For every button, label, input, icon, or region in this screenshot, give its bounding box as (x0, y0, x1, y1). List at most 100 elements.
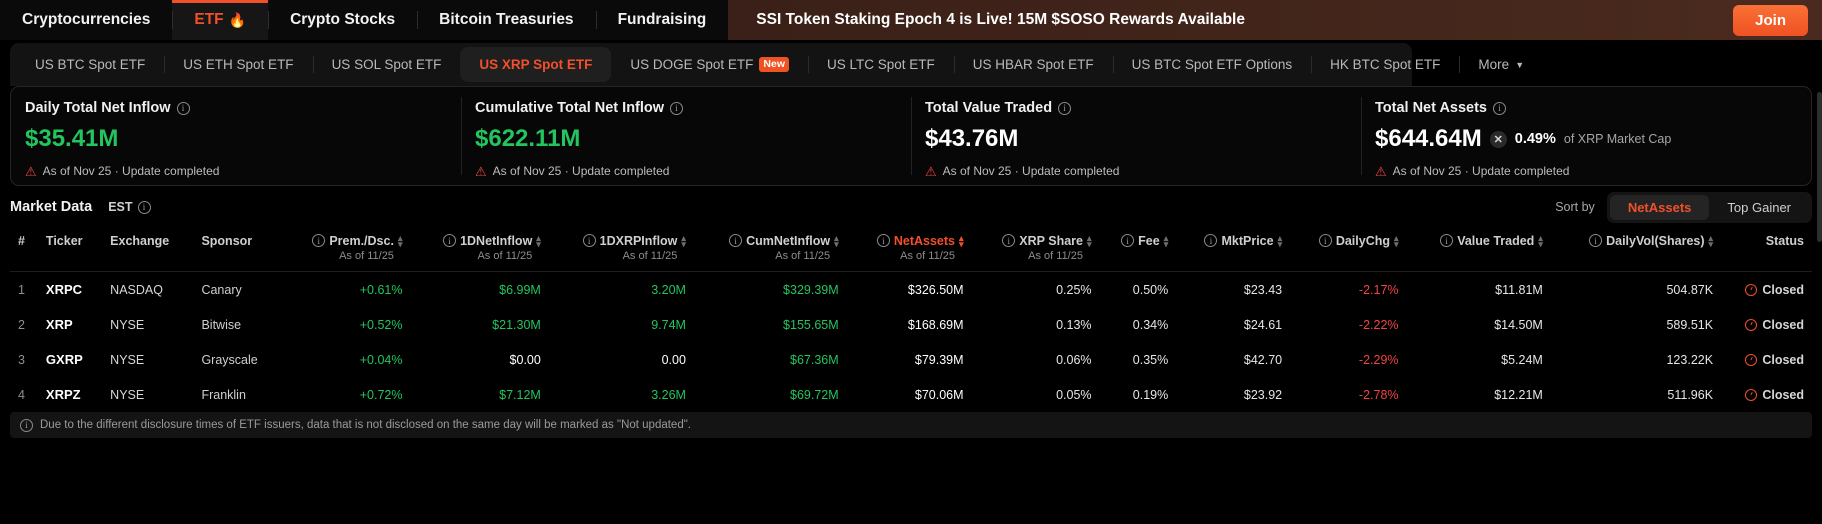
column-header-label: CumNetInflow (746, 234, 831, 248)
vertical-scrollbar[interactable] (1817, 92, 1822, 392)
subtab-us-eth-spot-etf[interactable]: US ETH Spot ETF (164, 43, 312, 86)
info-icon[interactable]: i (1493, 101, 1506, 115)
column-header-label-group: 1DNetInflow As of 11/25 (460, 234, 532, 263)
column-header-label-group: Status (1766, 234, 1804, 250)
subtab-us-btc-spot-etf-options[interactable]: US BTC Spot ETF Options (1112, 43, 1312, 86)
cell-ticker: XRP (38, 307, 102, 342)
status-badge: Closed (1729, 353, 1804, 367)
nav-item-cryptocurrencies[interactable]: Cryptocurrencies (0, 0, 172, 40)
info-icon[interactable]: i (1204, 234, 1218, 247)
sort-arrows-icon[interactable]: ▴ ▾ (681, 233, 686, 249)
cell-netinflow1d: $0.00 (410, 342, 548, 377)
column-header-xrpinflow1d[interactable]: i 1DXRPInflow As of 11/25 ▴ ▾ (548, 228, 694, 273)
column-header-xrpshare[interactable]: i XRP Share As of 11/25 ▴ ▾ (971, 228, 1100, 273)
info-icon[interactable]: i (137, 200, 151, 214)
nav-item-label: ETF (194, 11, 224, 28)
column-header-inner: Exchange (110, 234, 185, 250)
table-row[interactable]: 1 XRPC NASDAQ Canary +0.61% $6.99M 3.20M $329.3… (10, 272, 1812, 308)
column-header-valuetraded[interactable]: i Value Traded ▴ ▾ (1406, 228, 1551, 273)
cell-exchange: NYSE (102, 342, 193, 377)
subtab-us-ltc-spot-etf[interactable]: US LTC Spot ETF (808, 43, 954, 86)
nav-item-etf[interactable]: ETF 🔥 (172, 0, 269, 40)
info-icon[interactable]: i (729, 234, 743, 247)
cell-value-fee: 0.50% (1132, 282, 1169, 297)
info-icon[interactable]: i (443, 234, 457, 247)
cell-valuetraded: $14.50M (1407, 307, 1551, 342)
subtab-label: US ETH Spot ETF (183, 57, 294, 72)
info-icon[interactable]: i (670, 101, 684, 115)
cell-xrpinflow1d: 3.26M (549, 377, 694, 412)
stat-card-title: Total Net Assets i (1375, 100, 1811, 116)
subtab-us-hbar-spot-etf[interactable]: US HBAR Spot ETF (953, 43, 1113, 86)
subtab-label: More (1478, 57, 1510, 72)
cell-status: Closed (1721, 307, 1812, 342)
sort-arrows-icon[interactable]: ▴ ▾ (1277, 233, 1283, 249)
info-icon[interactable]: i (1440, 234, 1454, 247)
status-badge: Closed (1729, 318, 1804, 332)
subtab-us-xrp-spot-etf[interactable]: US XRP Spot ETF (460, 47, 612, 82)
cell-dailychg: -2.17% (1290, 272, 1406, 308)
sort-arrows-icon[interactable]: ▴ ▾ (834, 233, 839, 249)
info-icon[interactable]: i (876, 234, 890, 247)
sort-arrows-icon[interactable]: ▴ ▾ (959, 233, 964, 249)
nav-item-crypto-stocks[interactable]: Crypto Stocks (268, 0, 417, 40)
column-header-cumnet[interactable]: i CumNetInflow As of 11/25 ▴ ▾ (693, 228, 847, 273)
column-header-dailyvol[interactable]: i DailyVol(Shares) ▴ ▾ (1550, 228, 1722, 273)
nav-item-fundraising[interactable]: Fundraising (595, 0, 729, 40)
sort-arrows-icon[interactable]: ▴ ▾ (1086, 233, 1092, 249)
column-header-fee[interactable]: i Fee ▴ ▾ (1099, 228, 1177, 273)
cell-value-netinflow1d: $6.99M (499, 282, 541, 297)
sort-arrows-icon[interactable]: ▴ ▾ (536, 233, 541, 249)
sort-option-netassets[interactable]: NetAssets (1609, 194, 1710, 220)
nav-item-bitcoin-treasuries[interactable]: Bitcoin Treasuries (417, 0, 595, 40)
sort-arrows-icon[interactable]: ▴ ▾ (1163, 233, 1169, 249)
info-icon[interactable]: i (1002, 234, 1016, 247)
sort-arrows-icon[interactable]: ▴ ▾ (1708, 233, 1714, 249)
info-icon[interactable]: i (1318, 234, 1332, 247)
stat-card-footer-text: As of Nov 25 · Update completed (1392, 164, 1570, 178)
info-icon[interactable]: i (176, 101, 190, 115)
sort-arrows-icon[interactable]: ▴ ▾ (1394, 233, 1399, 249)
join-button[interactable]: Join (1733, 4, 1808, 36)
table-row[interactable]: 2 XRP NYSE Bitwise +0.52% $21.30M 9.74M $155.65… (10, 307, 1812, 342)
subtab-us-btc-spot-etf[interactable]: US BTC Spot ETF (16, 43, 164, 86)
table-row[interactable]: 3 GXRP NYSE Grayscale +0.04% $0.00 0.00 $67.36M… (10, 342, 1812, 377)
column-header-mktprice[interactable]: i MktPrice ▴ ▾ (1176, 228, 1291, 273)
column-header-label-group: XRP Share As of 11/25 (1019, 234, 1083, 263)
market-data-title: Market Data (10, 199, 93, 215)
table-row[interactable]: 4 XRPZ NYSE Franklin +0.72% $7.12M 3.26M $69.72… (10, 377, 1812, 412)
info-icon[interactable]: i (1058, 101, 1072, 115)
cell-value-fee: 0.35% (1132, 352, 1169, 367)
cell-dailychg: -2.29% (1290, 342, 1406, 377)
info-icon[interactable]: i (582, 234, 596, 247)
sort-arrows-icon[interactable]: ▴ ▾ (1538, 233, 1543, 249)
column-header-dailychg[interactable]: i DailyChg ▴ ▾ (1290, 228, 1407, 273)
column-header-ticker: Ticker (37, 228, 103, 273)
cell-prem: +0.04% (281, 342, 410, 377)
info-icon[interactable]: i (312, 234, 326, 247)
cell-value-netassets: $326.50M (907, 282, 964, 297)
stat-card-total-value-traded: Total Value Traded i $43.76M ⚠ As of Nov 25 … (911, 87, 1361, 185)
column-header-netinflow1d[interactable]: i 1DNetInflow As of 11/25 ▴ ▾ (410, 228, 549, 273)
cell-exchange: NYSE (102, 307, 193, 342)
market-data-table-wrapper: SoSoValuesosovalue.com SoSoValuesosovalu… (10, 228, 1812, 412)
cell-netinflow1d: $7.12M (410, 377, 548, 412)
stat-card-footer: ⚠ As of Nov 25 · Update completed (25, 164, 461, 178)
cell-dailychg: -2.22% (1290, 307, 1406, 342)
sort-option-top-gainer[interactable]: Top Gainer (1727, 199, 1791, 215)
column-header-inner: i MktPrice ▴ ▾ (1184, 234, 1282, 250)
info-icon[interactable]: i (1589, 234, 1603, 247)
promo-banner[interactable]: SSI Token Staking Epoch 4 is Live! 15M $… (728, 0, 1734, 40)
column-header-label-group: Fee (1138, 234, 1160, 250)
column-header-prem[interactable]: i Prem./Dsc. As of 11/25 ▴ ▾ (281, 228, 411, 273)
subtab-more[interactable]: More ▼ (1459, 43, 1543, 86)
subtab-hk-btc-spot-etf[interactable]: HK BTC Spot ETF (1311, 43, 1459, 86)
column-header-inner: Status (1729, 234, 1804, 250)
cell-sponsor: Bitwise (193, 307, 281, 342)
info-icon[interactable]: i (1121, 234, 1135, 247)
stat-card-cumulative-total-net-inflow: Cumulative Total Net Inflow i $622.11M ⚠ As … (461, 87, 911, 185)
subtab-us-sol-spot-etf[interactable]: US SOL Spot ETF (312, 43, 461, 86)
sort-arrows-icon[interactable]: ▴ ▾ (397, 233, 403, 249)
column-header-netassets[interactable]: i NetAssets As of 11/25 ▴ ▾ (846, 228, 972, 273)
subtab-us-doge-spot-etf[interactable]: US DOGE Spot ETF New (611, 43, 808, 86)
